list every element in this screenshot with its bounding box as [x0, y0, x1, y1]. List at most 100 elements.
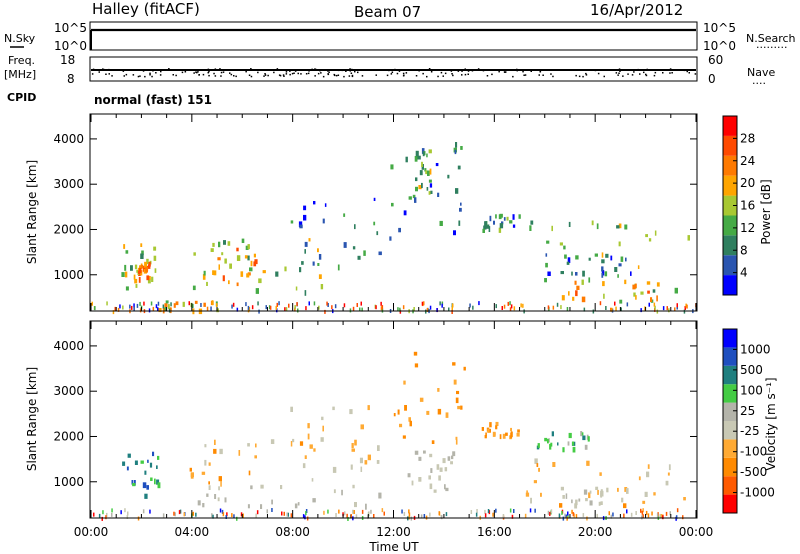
- heatmap-cell: [565, 514, 567, 519]
- heatmap-cell: [601, 266, 604, 272]
- heatmap-cell: [140, 460, 144, 464]
- time-axis-label: Time UT: [368, 540, 419, 554]
- heatmap-cell: [127, 511, 129, 516]
- heatmap-cell: [175, 301, 179, 306]
- heatmap-cell: [165, 300, 169, 304]
- nave-dot: [220, 71, 223, 74]
- nave-dot: [552, 75, 554, 78]
- colorbar-tick-label: 16: [740, 199, 755, 213]
- nave-dot: [103, 69, 105, 71]
- heatmap-cell: [144, 470, 147, 475]
- heatmap-cell: [155, 304, 158, 309]
- heatmap-cell: [624, 224, 628, 230]
- nave-dot: [207, 68, 210, 71]
- heatmap-cell: [98, 513, 101, 518]
- heatmap-cell: [211, 513, 213, 518]
- heatmap-cell: [397, 307, 399, 312]
- heatmap-cell: [347, 517, 349, 521]
- nave-dot: [486, 75, 489, 77]
- heatmap-cell: [299, 267, 302, 273]
- heatmap-cell: [101, 516, 103, 521]
- heatmap-cell: [574, 503, 578, 509]
- colorbar-swatch: [723, 175, 737, 196]
- nave-dot: [92, 68, 95, 71]
- heatmap-cell: [549, 511, 551, 516]
- heatmap-cell: [402, 435, 406, 439]
- heatmap-cell: [547, 439, 549, 444]
- heatmap-cell: [354, 439, 357, 446]
- heatmap-cell: [451, 306, 453, 311]
- nave-dot: [578, 75, 581, 78]
- nave-label: Nave: [747, 66, 775, 79]
- heatmap-cell: [142, 509, 145, 514]
- nave-dot: [480, 69, 483, 71]
- heatmap-cell: [598, 501, 601, 506]
- nave-dot: [208, 74, 210, 77]
- heatmap-cell: [545, 253, 548, 257]
- heatmap-cell: [452, 451, 456, 457]
- heatmap-cell: [122, 305, 124, 310]
- heatmap-cell: [674, 287, 678, 294]
- heatmap-cell: [487, 509, 490, 513]
- heatmap-cell: [498, 227, 502, 233]
- nave-dot: [168, 68, 170, 70]
- heatmap-cell: [489, 215, 492, 222]
- heatmap-cell: [292, 438, 295, 443]
- heatmap-cell: [428, 179, 432, 183]
- heatmap-cell: [525, 492, 530, 497]
- heatmap-cell: [614, 301, 616, 306]
- heatmap-cell: [488, 510, 491, 515]
- heatmap-cell: [208, 462, 211, 466]
- nave-dot: [280, 69, 283, 71]
- heatmap-cell: [119, 304, 121, 309]
- heatmap-cell: [513, 509, 515, 513]
- heatmap-cell: [212, 514, 214, 519]
- heatmap-cell: [111, 512, 113, 517]
- heatmap-cell: [294, 503, 298, 509]
- heatmap-cell: [429, 512, 431, 517]
- heatmap-cell: [129, 304, 131, 309]
- nave-dot: [351, 74, 354, 77]
- heatmap-cell: [248, 470, 251, 476]
- heatmap-cell: [170, 302, 172, 307]
- heatmap-cell: [178, 510, 181, 515]
- heatmap-cell: [437, 408, 442, 415]
- nave-dot: [637, 68, 639, 71]
- heatmap-cell: [516, 432, 520, 437]
- heatmap-cell: [130, 265, 133, 271]
- heatmap-cell: [646, 281, 651, 285]
- nave-dot: [645, 73, 647, 76]
- power-xticks: [90, 114, 697, 311]
- heatmap-cell: [142, 266, 146, 272]
- heatmap-cell: [425, 170, 428, 175]
- nave-dot: [322, 75, 325, 78]
- heatmap-cell: [148, 261, 151, 267]
- heatmap-cell: [250, 260, 253, 267]
- colorbar-swatch: [723, 439, 737, 458]
- nave-dot: [639, 73, 641, 75]
- heatmap-cell: [421, 148, 425, 154]
- colorbar-swatch: [723, 384, 737, 403]
- heatmap-cell: [509, 508, 512, 513]
- heatmap-cell: [548, 438, 550, 443]
- nave-dot: [482, 69, 485, 72]
- nave-dot: [386, 74, 389, 77]
- heatmap-cell: [219, 448, 223, 455]
- heatmap-cell: [442, 458, 446, 464]
- heatmap-cell: [312, 498, 316, 503]
- heatmap-cell: [226, 512, 228, 517]
- heatmap-cell: [495, 421, 499, 426]
- heatmap-cell: [217, 497, 220, 502]
- nave-dot: [279, 74, 282, 77]
- colorbar-tick-label: 4: [740, 266, 748, 280]
- heatmap-cell: [441, 301, 444, 306]
- heatmap-cell: [146, 275, 150, 281]
- nave-dot: [308, 70, 310, 72]
- heatmap-cell: [157, 482, 161, 489]
- heatmap-cell: [660, 514, 663, 518]
- heatmap-cell: [492, 512, 494, 517]
- heatmap-cell: [308, 301, 310, 306]
- heatmap-cell: [621, 497, 624, 503]
- heatmap-cell: [549, 443, 552, 450]
- heatmap-cell: [645, 234, 648, 238]
